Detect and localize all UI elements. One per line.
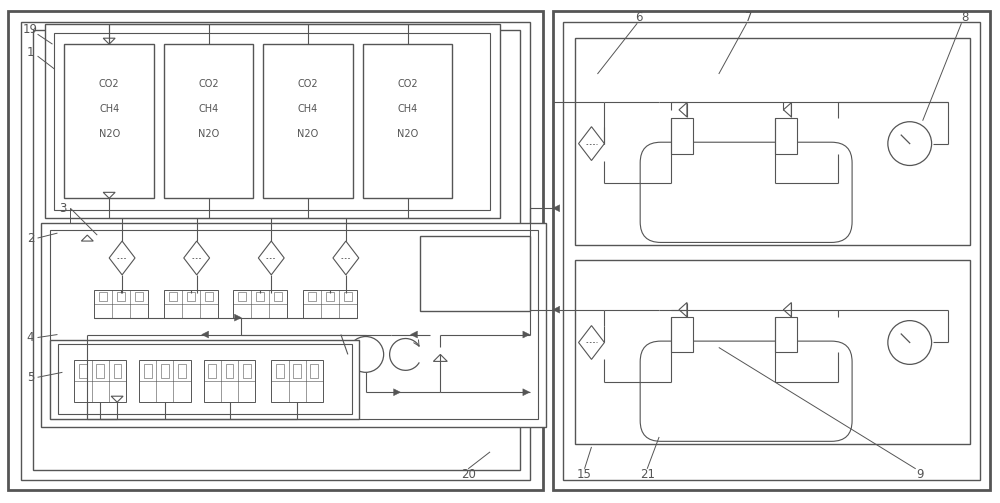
Polygon shape	[394, 389, 401, 396]
Text: N2O: N2O	[99, 129, 120, 139]
Bar	[226, 364, 233, 378]
Bar	[293, 364, 301, 378]
Bar	[8, 12, 543, 490]
Text: N2O: N2O	[198, 129, 219, 139]
Bar	[94, 290, 148, 317]
Bar	[775, 316, 797, 353]
Text: 1: 1	[27, 46, 34, 59]
Bar	[164, 290, 218, 317]
Bar	[99, 292, 107, 301]
Text: CO2: CO2	[99, 79, 119, 89]
Bar	[649, 153, 843, 231]
Bar	[238, 292, 246, 301]
Bar	[114, 364, 121, 378]
Polygon shape	[410, 331, 417, 338]
Bar	[575, 38, 970, 245]
Bar	[205, 292, 213, 301]
Bar	[50, 340, 359, 419]
Polygon shape	[234, 314, 241, 321]
Text: 15: 15	[577, 468, 592, 481]
Bar	[344, 292, 352, 301]
Bar	[563, 22, 980, 480]
Bar	[208, 364, 216, 378]
Polygon shape	[553, 306, 560, 313]
Bar	[33, 30, 520, 470]
Bar	[79, 364, 87, 378]
Text: 5: 5	[27, 371, 34, 384]
Text: 19: 19	[23, 23, 38, 36]
Text: 20: 20	[461, 468, 476, 481]
Bar	[553, 12, 990, 490]
Bar	[276, 364, 284, 378]
Bar	[303, 290, 357, 317]
Bar	[575, 260, 970, 444]
Text: 4: 4	[27, 331, 34, 344]
Bar	[363, 44, 452, 198]
Bar	[21, 22, 530, 480]
Text: N2O: N2O	[297, 129, 319, 139]
Bar	[135, 292, 143, 301]
FancyBboxPatch shape	[640, 341, 852, 441]
Polygon shape	[523, 331, 530, 338]
Bar	[263, 44, 353, 198]
Bar	[274, 292, 282, 301]
Text: N2O: N2O	[397, 129, 418, 139]
Bar	[310, 364, 318, 378]
Text: CH4: CH4	[198, 104, 219, 114]
Bar	[326, 292, 334, 301]
Bar	[45, 24, 500, 218]
Bar	[164, 44, 253, 198]
Polygon shape	[202, 331, 209, 338]
Text: CO2: CO2	[198, 79, 219, 89]
Text: 7: 7	[745, 11, 752, 24]
Text: 21: 21	[640, 468, 655, 481]
Bar	[41, 223, 546, 427]
FancyBboxPatch shape	[640, 142, 852, 242]
Bar	[671, 316, 693, 353]
Bar	[178, 364, 186, 378]
Text: 8: 8	[962, 11, 969, 24]
Bar	[256, 292, 264, 301]
Bar	[271, 360, 323, 402]
Text: CO2: CO2	[298, 79, 318, 89]
Text: 2: 2	[27, 231, 34, 244]
Polygon shape	[553, 205, 560, 212]
Text: 3: 3	[59, 202, 66, 215]
Bar	[54, 33, 490, 210]
Bar	[649, 353, 843, 430]
Bar	[64, 44, 154, 198]
Bar	[58, 345, 352, 414]
Text: CH4: CH4	[99, 104, 119, 114]
Bar	[671, 118, 693, 153]
Polygon shape	[523, 389, 530, 396]
Bar	[169, 292, 177, 301]
Bar	[775, 118, 797, 153]
Bar	[50, 230, 538, 419]
Text: CH4: CH4	[397, 104, 418, 114]
Bar	[308, 292, 316, 301]
Bar	[144, 364, 152, 378]
Bar	[204, 360, 255, 402]
Text: CO2: CO2	[397, 79, 418, 89]
Bar	[96, 364, 104, 378]
Bar	[243, 364, 251, 378]
Text: CH4: CH4	[298, 104, 318, 114]
Bar	[74, 360, 126, 402]
Bar	[117, 292, 125, 301]
Bar	[420, 236, 530, 311]
Bar	[161, 364, 169, 378]
Bar	[139, 360, 191, 402]
Bar	[233, 290, 287, 317]
Text: 6: 6	[635, 11, 643, 24]
Text: 9: 9	[916, 468, 923, 481]
Bar	[187, 292, 195, 301]
